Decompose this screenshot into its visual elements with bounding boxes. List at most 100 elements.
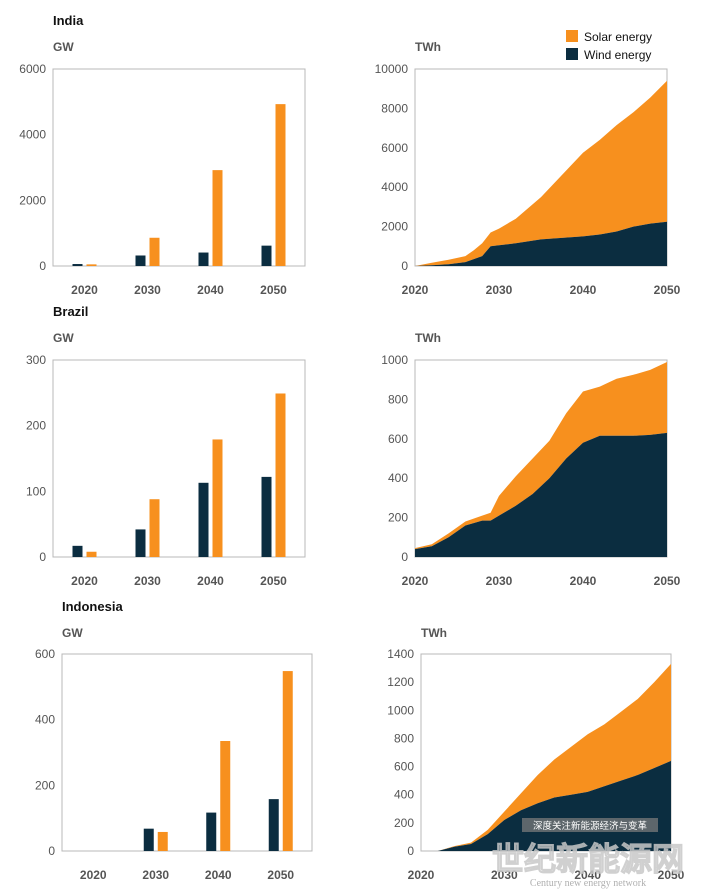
x-tick-label: 2020 [402, 574, 429, 588]
x-tick-label: 2030 [134, 574, 161, 588]
x-tick-label: 2030 [134, 283, 161, 297]
y-tick-label: 200 [394, 816, 414, 830]
y-tick-label: 1000 [381, 353, 408, 367]
x-tick-label: 2050 [260, 283, 287, 297]
y-tick-label: 4000 [19, 128, 46, 142]
brazil-generation-chart: TWh 0 200 400 600 800 1000 2020 2030 2040 2050 [381, 331, 680, 588]
wind-bar-2030 [143, 828, 154, 851]
x-tick-label: 2020 [402, 283, 429, 297]
x-tick-label: 2030 [486, 574, 513, 588]
y-tick-label: 0 [401, 259, 408, 273]
y-tick-label: 800 [394, 731, 414, 745]
y-tick-label: 300 [26, 353, 46, 367]
y-tick-label: 600 [35, 647, 55, 661]
x-tick-label: 2050 [654, 574, 681, 588]
solar-area [415, 80, 667, 266]
solar-bar-2040 [212, 170, 223, 266]
unit-label: GW [53, 331, 74, 345]
x-tick-label: 2040 [574, 868, 601, 882]
y-tick-label: 0 [407, 844, 414, 858]
watermark-logo: 世纪新能源网 [492, 841, 684, 877]
wind-bar-2040 [198, 482, 209, 557]
wind-bar-2050 [268, 799, 279, 851]
y-tick-label: 6000 [381, 141, 408, 155]
solar-bar-2020 [86, 551, 97, 557]
y-tick-label: 2000 [19, 193, 46, 207]
x-tick-label: 2020 [71, 574, 98, 588]
panel-title: India [53, 13, 84, 28]
wind-bar-2030 [135, 255, 146, 266]
y-tick-label: 400 [35, 713, 55, 727]
y-tick-label: 100 [26, 484, 46, 498]
y-tick-label: 600 [394, 760, 414, 774]
x-tick-label: 2040 [205, 868, 232, 882]
legend-label-solar: Solar energy [584, 30, 652, 44]
y-tick-label: 0 [39, 550, 46, 564]
wind-bar-2040 [198, 252, 209, 266]
india-generation-chart: TWh 0 2000 4000 6000 8000 10000 2020 2030 2040 205… [375, 40, 681, 297]
unit-label: GW [62, 626, 83, 640]
y-tick-label: 1200 [387, 675, 414, 689]
y-tick-label: 200 [388, 511, 408, 525]
x-tick-label: 2040 [570, 574, 597, 588]
y-tick-label: 600 [388, 432, 408, 446]
y-tick-label: 400 [388, 471, 408, 485]
x-tick-label: 2030 [486, 283, 513, 297]
x-tick-label: 2020 [80, 868, 107, 882]
wind-bar-2050 [261, 245, 272, 266]
legend-swatch-solar [566, 30, 578, 42]
watermark-tagline: Century new energy network [530, 878, 646, 889]
wind-bar-2020 [72, 264, 83, 266]
solar-bar-2030 [149, 499, 160, 557]
y-tick-label: 10000 [375, 62, 409, 76]
wind-bar-2040 [206, 812, 217, 851]
x-tick-label: 2040 [570, 283, 597, 297]
x-tick-label: 2040 [197, 283, 224, 297]
wind-bar-2020 [72, 545, 83, 557]
y-tick-label: 400 [394, 788, 414, 802]
solar-bar-2050 [275, 104, 286, 266]
y-tick-label: 0 [48, 844, 55, 858]
y-tick-label: 1000 [387, 703, 414, 717]
y-tick-label: 8000 [381, 101, 408, 115]
watermark-badge: 深度关注新能源经济与变革 [533, 820, 648, 832]
wind-bar-2030 [135, 529, 146, 557]
x-tick-label: 2020 [71, 283, 98, 297]
panel-title: Indonesia [62, 599, 123, 614]
y-tick-label: 6000 [19, 62, 46, 76]
y-tick-label: 200 [26, 419, 46, 433]
x-tick-label: 2050 [658, 868, 685, 882]
plot-frame [61, 653, 313, 852]
solar-bar-2050 [275, 393, 286, 557]
solar-bar-2030 [149, 237, 160, 266]
plot-frame [52, 359, 306, 558]
x-tick-label: 2030 [142, 868, 169, 882]
x-tick-label: 2020 [408, 868, 435, 882]
x-tick-label: 2040 [197, 574, 224, 588]
watermark-badge-bg [522, 818, 658, 832]
unit-label: TWh [415, 40, 441, 54]
wind-area [415, 221, 667, 266]
x-tick-label: 2050 [260, 574, 287, 588]
x-tick-label: 2050 [267, 868, 294, 882]
y-tick-label: 0 [39, 259, 46, 273]
wind-bar-2050 [261, 476, 272, 557]
india-capacity-chart: India GW 0 2000 4000 6000 2020 2030 2040 2050 [19, 13, 306, 297]
x-tick-label: 2030 [491, 868, 518, 882]
y-tick-label: 800 [388, 392, 408, 406]
solar-bar-2050 [282, 671, 293, 851]
indonesia-capacity-chart: Indonesia GW 0 200 400 600 2020 2030 2040 2050 [35, 599, 313, 882]
solar-bar-2030 [157, 831, 168, 851]
y-tick-label: 0 [401, 550, 408, 564]
unit-label: GW [53, 40, 74, 54]
solar-area [421, 663, 671, 851]
legend-label-wind: Wind energy [584, 48, 651, 62]
y-tick-label: 200 [35, 778, 55, 792]
panel-title: Brazil [53, 304, 88, 319]
x-tick-label: 2050 [654, 283, 681, 297]
solar-bar-2020 [86, 264, 97, 266]
y-tick-label: 4000 [381, 180, 408, 194]
solar-bar-2040 [212, 439, 223, 557]
legend-swatch-wind [566, 48, 578, 60]
